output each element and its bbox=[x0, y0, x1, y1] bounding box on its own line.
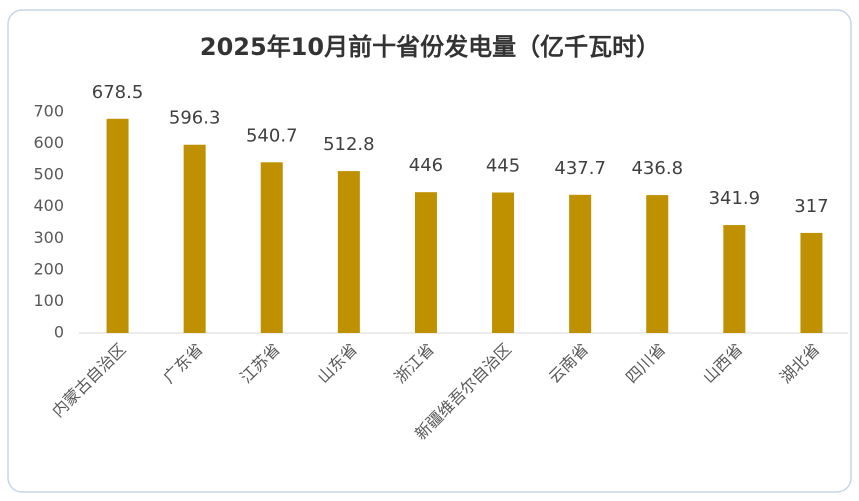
bar bbox=[337, 171, 360, 333]
bar bbox=[414, 192, 437, 333]
data-label: 512.8 bbox=[323, 134, 375, 155]
y-tick-label: 400 bbox=[33, 196, 64, 215]
data-label: 436.8 bbox=[631, 158, 683, 179]
data-label: 446 bbox=[409, 155, 443, 176]
y-tick-label: 700 bbox=[33, 102, 64, 121]
bar bbox=[260, 162, 283, 333]
data-label: 317 bbox=[794, 196, 828, 217]
data-label: 445 bbox=[486, 156, 520, 177]
y-tick-label: 500 bbox=[33, 165, 64, 184]
bar bbox=[106, 118, 129, 333]
data-label: 678.5 bbox=[92, 82, 144, 103]
data-label: 437.7 bbox=[554, 158, 606, 179]
chart-title: 2025年10月前十省份发电量（亿千瓦时） bbox=[200, 33, 660, 61]
y-tick-label: 200 bbox=[33, 259, 64, 278]
bar bbox=[492, 192, 515, 333]
data-label: 540.7 bbox=[246, 125, 298, 146]
y-tick-label: 100 bbox=[33, 291, 64, 310]
y-tick-label: 600 bbox=[33, 133, 64, 152]
bar bbox=[723, 225, 746, 333]
bar bbox=[183, 144, 206, 333]
bar bbox=[646, 195, 669, 333]
y-tick-label: 300 bbox=[33, 228, 64, 247]
data-label: 596.3 bbox=[169, 108, 221, 129]
data-label: 341.9 bbox=[709, 188, 761, 209]
y-tick-label: 0 bbox=[54, 323, 64, 342]
bar bbox=[569, 194, 592, 333]
bar bbox=[800, 232, 823, 333]
